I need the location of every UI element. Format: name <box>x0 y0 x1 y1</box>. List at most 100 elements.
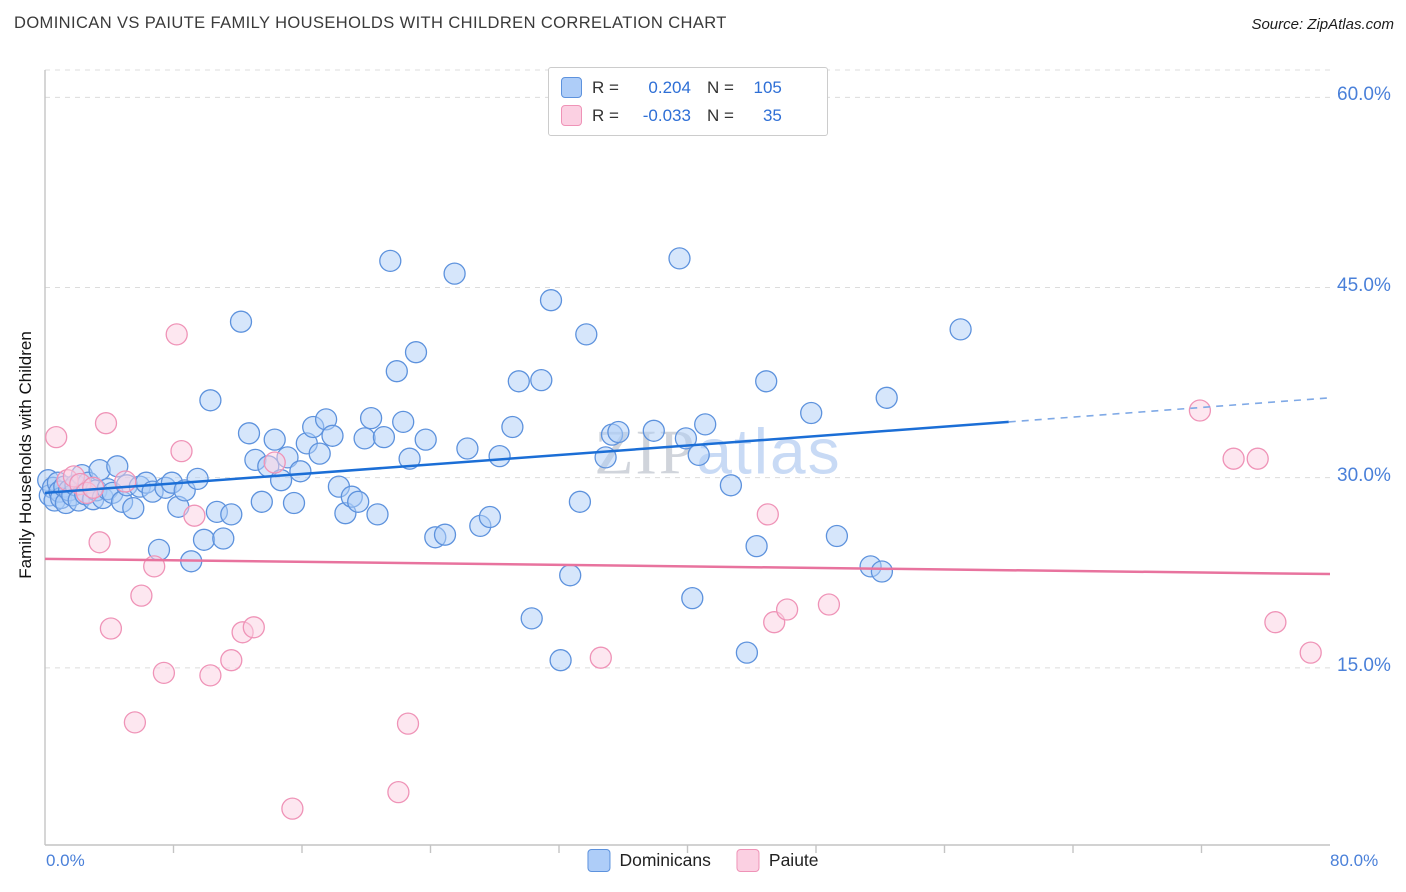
scatter-point-dominicans <box>870 560 894 583</box>
scatter-point-dominicans <box>735 641 759 664</box>
scatter-point-paiute <box>88 531 111 554</box>
scatter-point-dominicans <box>353 427 376 450</box>
scatter-point-paiute <box>94 412 118 435</box>
scatter-point-dominicans <box>549 649 572 672</box>
scatter-point-paiute <box>45 425 68 449</box>
scatter-point-dominicans <box>507 370 530 393</box>
r-label-paiute: R = <box>592 105 619 125</box>
scatter-point-dominicans <box>478 505 502 529</box>
scatter-point-paiute <box>756 503 779 526</box>
legend-swatch-paiute <box>736 849 760 872</box>
scatter-point-dominicans <box>321 424 344 447</box>
scatter-point-paiute <box>263 451 286 474</box>
scatter-point-dominicans <box>379 249 402 273</box>
scatter-point-dominicans <box>607 420 630 444</box>
legend-label-dominicans: Dominicans <box>619 850 711 870</box>
scatter-point-dominicans <box>122 496 145 520</box>
scatter-point-dominicans <box>398 447 421 470</box>
source-text: Source: ZipAtlas.com <box>1251 16 1394 33</box>
watermark-atlas: atlas <box>696 415 842 488</box>
scatter-point-paiute <box>165 323 188 346</box>
scatter-point-dominicans <box>414 428 437 451</box>
scatter-point-dominicans <box>456 437 479 460</box>
scatter-point-paiute <box>281 797 304 820</box>
scatter-point-dominicans <box>308 442 331 465</box>
scatter-point-dominicans <box>568 490 592 513</box>
scatter-point-dominicans <box>488 444 511 468</box>
y-tick-label: 15.0% <box>1337 654 1391 676</box>
scatter-point-dominicans <box>220 503 243 526</box>
legend-swatch-dominicans <box>587 849 611 872</box>
scatter-point-dominicans <box>800 401 823 425</box>
scatter-point-dominicans <box>237 422 261 445</box>
scatter-point-dominicans <box>229 310 253 333</box>
scatter-point-dominicans <box>385 360 408 383</box>
r-value-paiute: -0.033 <box>642 105 691 125</box>
x-axis-min-label: 0.0% <box>46 851 85 870</box>
trend-line-extension-dominicans <box>1008 397 1331 423</box>
scatter-point-dominicans <box>501 415 524 439</box>
scatter-point-paiute <box>220 649 243 672</box>
n-label-dominicans: N = <box>706 77 734 97</box>
scatter-point-dominicans <box>366 503 389 526</box>
scatter-point-paiute <box>1188 399 1212 422</box>
scatter-point-dominicans <box>289 460 312 483</box>
n-label-paiute: N = <box>706 105 734 125</box>
scatter-point-dominicans <box>212 527 235 550</box>
scatter-point-dominicans <box>687 443 710 467</box>
scatter-point-paiute <box>242 616 265 639</box>
scatter-point-dominicans <box>347 490 370 513</box>
scatter-point-paiute <box>99 617 123 640</box>
stats-legend: R = 0.204 N = 105 R = -0.033 N = 35 <box>548 67 828 136</box>
trend-line-dominicans <box>44 420 1009 495</box>
scatter-point-paiute <box>183 504 206 527</box>
scatter-point-dominicans <box>530 368 553 392</box>
scatter-point-dominicans <box>443 262 466 285</box>
scatter-point-dominicans <box>520 607 543 630</box>
scatter-point-dominicans <box>745 534 768 558</box>
y-tick-label: 30.0% <box>1337 464 1391 486</box>
scatter-point-dominicans <box>668 247 691 270</box>
scatter-point-dominicans <box>755 370 778 393</box>
scatter-point-dominicans <box>949 318 972 341</box>
stats-row-dominicans: R = 0.204 N = 105 <box>561 77 815 98</box>
scatter-point-paiute <box>396 712 420 735</box>
scatter-point-paiute <box>589 646 612 669</box>
scatter-point-dominicans <box>392 410 415 434</box>
r-label-dominicans: R = <box>592 77 619 97</box>
stats-row-paiute: R = -0.033 N = 35 <box>561 105 815 126</box>
scatter-point-paiute <box>775 598 799 621</box>
scatter-point-paiute <box>1246 447 1269 470</box>
n-value-paiute: 35 <box>762 105 782 125</box>
scatter-point-dominicans <box>359 406 383 430</box>
scatter-point-dominicans <box>559 564 582 587</box>
scatter-point-paiute <box>152 661 176 685</box>
scatter-point-paiute <box>114 470 137 493</box>
scatter-point-paiute <box>1264 611 1287 634</box>
scatter-point-dominicans <box>282 491 306 515</box>
x-axis-max-label: 80.0% <box>1330 851 1379 870</box>
scatter-point-dominicans <box>575 323 598 346</box>
scatter-point-dominicans <box>539 289 563 312</box>
chart-title: DOMINICAN VS PAIUTE FAMILY HOUSEHOLDS WI… <box>14 14 727 32</box>
scatter-point-dominicans <box>433 523 457 546</box>
scatter-point-dominicans <box>372 425 396 449</box>
scatter-point-paiute <box>170 439 193 463</box>
scatter-point-paiute <box>1222 447 1245 470</box>
y-tick-label: 60.0% <box>1337 84 1391 106</box>
scatter-point-dominicans <box>674 427 698 450</box>
scatter-point-dominicans <box>263 428 286 451</box>
scatter-point-paiute <box>199 664 222 687</box>
scatter-point-dominicans <box>192 528 216 551</box>
stats-swatch-paiute <box>561 105 582 126</box>
stats-swatch-dominicans <box>561 77 582 98</box>
scatter-point-dominicans <box>825 524 849 548</box>
scatter-point-paiute <box>817 593 841 616</box>
scatter-point-dominicans <box>404 341 428 364</box>
trend-line-paiute <box>44 557 1331 576</box>
scatter-point-dominicans <box>681 586 704 610</box>
scatter-point-dominicans <box>719 474 743 497</box>
legend-label-paiute: Paiute <box>768 850 819 870</box>
scatter-point-paiute <box>387 780 410 804</box>
